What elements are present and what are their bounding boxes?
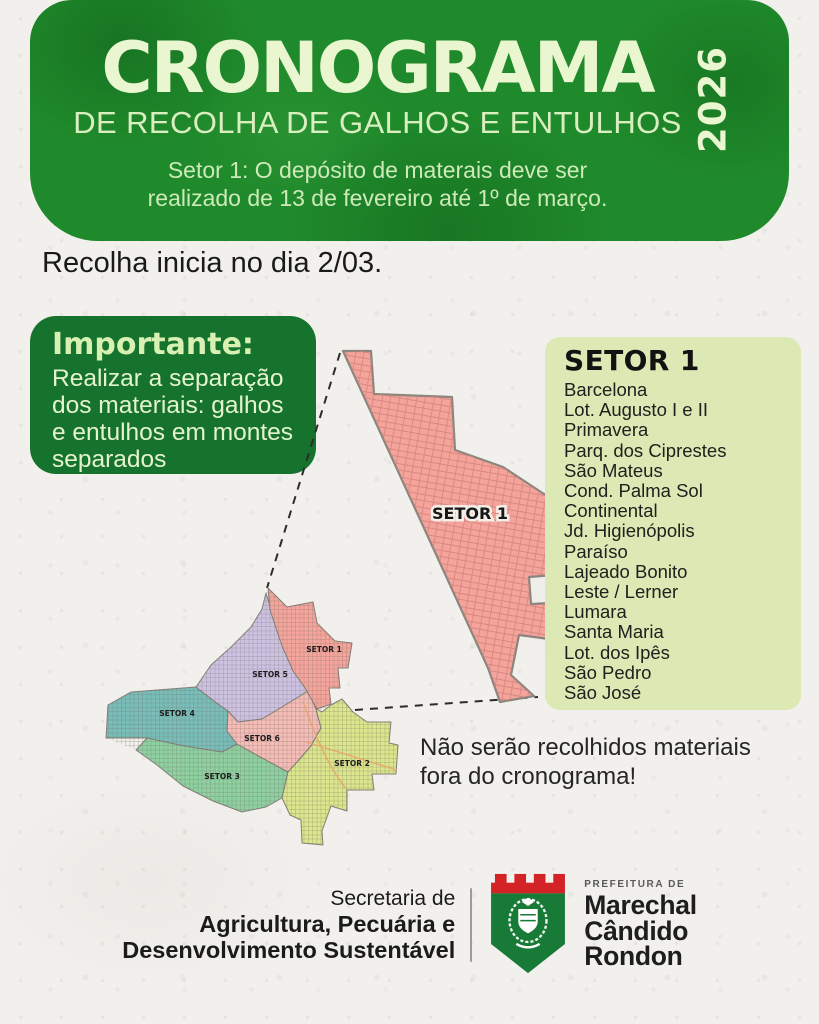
sector1-street-grid: [343, 351, 554, 702]
neighborhood-item: Jd. Higienópolis: [564, 520, 695, 542]
neighborhood-item: Parq. dos Ciprestes: [564, 439, 727, 461]
prefecture-name: PREFEITURA DE Marechal Cândido Rondon: [584, 879, 697, 970]
overview-sector-labels: SETOR 1 SETOR 5 SETOR 4 SETOR 6 SETOR 3 …: [159, 645, 370, 781]
department-line3: Desenvolvimento Sustentável: [122, 937, 456, 963]
header-note: Setor 1: O depósito de materais deve ser…: [44, 157, 711, 212]
crest-battlement: [491, 873, 566, 894]
warning-text: Não serão recolhidos materiais fora do c…: [420, 733, 751, 791]
neighborhood-item: Continental: [564, 500, 658, 522]
intro-text: Recolha inicia no dia 2/03.: [42, 247, 383, 279]
department-line2: Agricultura, Pecuária e: [199, 911, 456, 937]
sector1-zoom-label: SETOR 1: [432, 504, 508, 523]
overview-main-road: [302, 700, 398, 790]
neighborhood-item: Paraíso: [564, 540, 628, 562]
sector1-neighborhood-list: Barcelona Lot. Augusto I e II Primavera Par…: [564, 379, 789, 704]
neighborhood-item: Barcelona: [564, 379, 648, 400]
prefecture-city-line1: Marechal: [584, 890, 697, 921]
overview-sector-2-area: [281, 698, 399, 846]
header-banner: CRONOGRAMA DE RECOLHA DE GALHOS E ENTULH…: [30, 0, 789, 241]
sector1-zoomed-area: [341, 349, 556, 704]
warning-line2: fora do cronograma!: [420, 763, 637, 790]
overview-sector-1-area: [267, 587, 353, 710]
city-overview-map: [105, 587, 399, 846]
overview-label-sector-6: SETOR 6: [244, 734, 280, 743]
header-content: CRONOGRAMA DE RECOLHA DE GALHOS E ENTULH…: [30, 0, 789, 212]
sector1-list-title: SETOR 1: [564, 344, 700, 377]
zoom-connector-line-bottom: [339, 696, 539, 712]
warning-line1: Não serão recolhidos materiais: [420, 734, 751, 761]
sector1-list-box: SETOR 1 Barcelona Lot. Augusto I e II Prim…: [545, 337, 801, 710]
header-note-line2: realizado de 13 de fevereiro até 1º de m…: [147, 184, 608, 211]
neighborhood-item: Lot. Augusto I e II: [564, 399, 708, 421]
important-box: Importante: Realizar a separação dos mat…: [30, 316, 316, 474]
overview-label-sector-4: SETOR 4: [159, 709, 195, 718]
footer: Secretaria de Agricultura, Pecuária e De…: [0, 872, 819, 977]
neighborhood-item: Cond. Palma Sol: [564, 480, 703, 502]
footer-divider: [470, 887, 473, 962]
important-title: Importante:: [52, 327, 254, 362]
overview-label-sector-1: SETOR 1: [306, 645, 342, 654]
poster-title: CRONOGRAMA: [101, 27, 655, 109]
poster-subtitle: DE RECOLHA DE GALHOS E ENTULHOS: [73, 105, 682, 141]
overview-street-grid: [106, 588, 398, 845]
neighborhood-item: Santa Maria: [564, 621, 664, 643]
neighborhood-item: Lumara: [564, 601, 627, 623]
overview-sector-4-area: [105, 686, 238, 753]
neighborhood-item: Leste / Lerner: [564, 581, 679, 603]
neighborhood-item: São José: [564, 682, 642, 704]
prefecture-shield-logo: [491, 873, 566, 974]
neighborhood-item: São Pedro: [564, 661, 652, 683]
overview-label-sector-2: SETOR 2: [334, 759, 370, 768]
overview-sector-6-area: [226, 690, 322, 773]
prefecture-city-line3: Rondon: [584, 941, 683, 972]
neighborhood-item: Lot. dos Ipês: [564, 641, 670, 663]
overview-sector-5-area: [195, 592, 309, 723]
overview-sector-3-area: [135, 737, 289, 813]
sector1-zoomed-shape: SETOR 1: [341, 349, 556, 704]
neighborhood-item: Lajeado Bonito: [564, 560, 688, 582]
prefecture-label: PREFEITURA DE: [584, 879, 686, 891]
overview-label-sector-3: SETOR 3: [204, 772, 240, 781]
neighborhood-item: São Mateus: [564, 459, 663, 481]
neighborhood-item: Primavera: [564, 419, 649, 441]
overview-label-sector-5: SETOR 5: [252, 670, 288, 679]
crest-coat-of-arms: [508, 898, 548, 949]
header-note-line1: Setor 1: O depósito de materais deve ser: [167, 157, 588, 184]
year-badge: 2026: [691, 46, 735, 153]
prefecture-city-line2: Cândido: [584, 915, 689, 946]
department-line1: Secretaria de: [330, 887, 456, 910]
department-name: Secretaria de Agricultura, Pecuária e De…: [122, 886, 455, 963]
important-body: Realizar a separação dos materiais: galh…: [52, 365, 294, 473]
